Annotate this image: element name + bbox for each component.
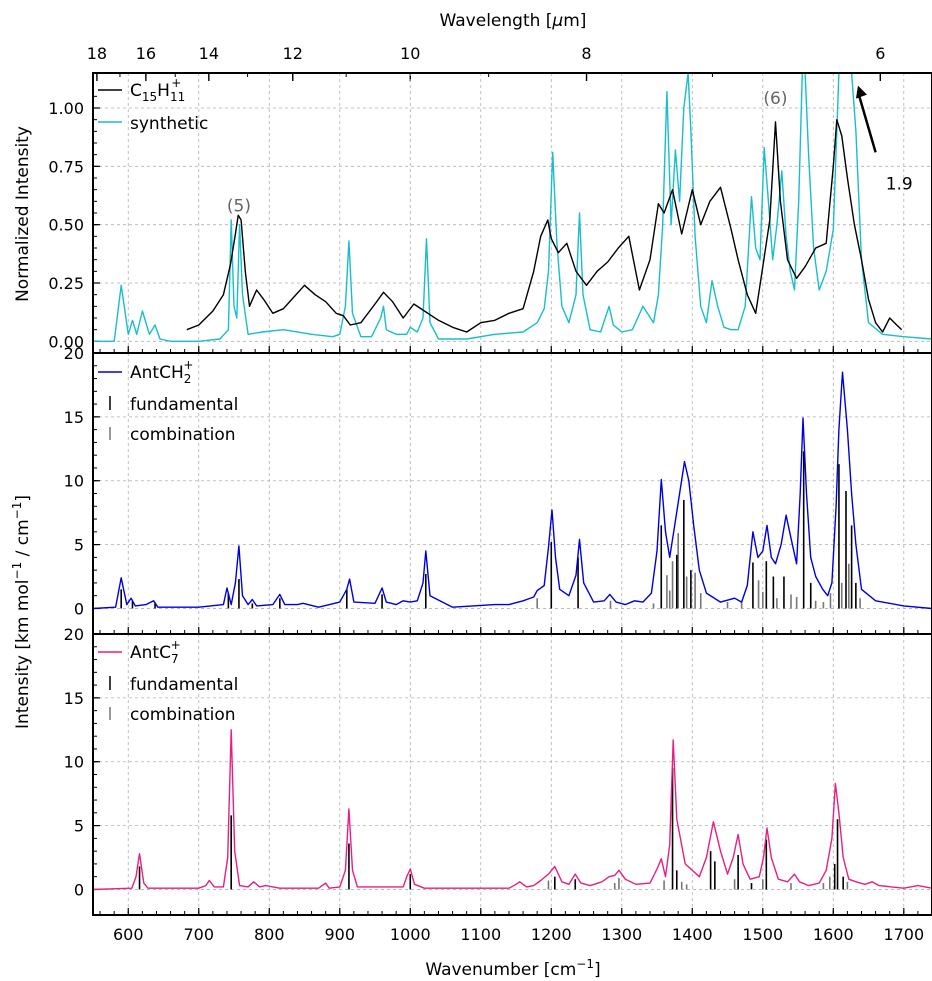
y-tick-label: 20 xyxy=(64,625,84,644)
x-tick-label: 1700 xyxy=(883,925,924,944)
top-tick-label: 6 xyxy=(875,44,885,63)
top-y-axis-label: Normalized Intensity xyxy=(13,126,33,302)
series-line-antc7 xyxy=(93,729,932,891)
y-tick-label: 10 xyxy=(64,472,84,491)
legend-label-synthetic: synthetic xyxy=(130,114,208,134)
top-axis-title: Wavelength [μm] xyxy=(440,11,587,31)
x-tick-label: 600 xyxy=(113,925,144,944)
plot-area-top xyxy=(93,73,932,342)
annotation-label: (5) xyxy=(227,196,251,216)
x-axis-label: Wavenumber [cm−1] xyxy=(425,957,600,980)
legend-label-combination-mid: combination xyxy=(130,425,236,445)
legend-label-antch2: AntCH2+ xyxy=(130,358,193,386)
legend-middle: AntCH2+ fundamental combination xyxy=(98,358,238,445)
x-tick-label: 1600 xyxy=(813,925,854,944)
series-line-antch2 xyxy=(93,371,932,610)
annotation-arrowhead xyxy=(855,85,867,99)
y-tick-label: 5 xyxy=(74,536,84,555)
y-tick-label: 15 xyxy=(64,689,84,708)
top-tick-label: 16 xyxy=(136,44,156,63)
top-tick-label: 12 xyxy=(283,44,303,63)
annotation-label: (6) xyxy=(763,89,787,109)
series-line-c15h11 xyxy=(186,118,903,333)
x-tick-label: 1200 xyxy=(531,925,572,944)
x-tick-label: 800 xyxy=(254,925,285,944)
top-tick-label: 14 xyxy=(199,44,219,63)
annotation-label: 1.9 xyxy=(886,174,913,194)
plot-area-middle xyxy=(93,371,932,610)
y-tick-label: 0.50 xyxy=(48,216,84,235)
y-tick-label: 0 xyxy=(74,880,84,899)
y-tick-label: 10 xyxy=(64,753,84,772)
plot-area-bottom xyxy=(93,729,932,891)
y-tick-label: 0.75 xyxy=(48,157,84,176)
legend-top: C15H11+ synthetic xyxy=(98,76,208,134)
top-axis-ticks: 18 16 14 12 10 8 6 xyxy=(87,44,885,81)
y-tick-label: 5 xyxy=(74,817,84,836)
legend-bottom: AntC7+ fundamental combination xyxy=(98,638,238,725)
panel-bottom: 0 5 10 15 20 600 700 800 900 1000 1100 1200 1300 1400… xyxy=(64,625,932,944)
y-tick-label: 0.00 xyxy=(48,332,84,351)
x-tick-label: 1400 xyxy=(672,925,713,944)
x-tick-label: 1300 xyxy=(601,925,642,944)
panel-frame xyxy=(92,633,932,916)
y-tick-label: 0.25 xyxy=(48,274,84,293)
x-tick-label: 900 xyxy=(324,925,355,944)
panel-frame xyxy=(92,72,932,354)
x-tick-label: 700 xyxy=(183,925,214,944)
series-line-synthetic xyxy=(93,73,932,342)
y-tick-label: 20 xyxy=(64,344,84,363)
x-tick-label: 1000 xyxy=(390,925,431,944)
y-tick-label: 15 xyxy=(64,408,84,427)
legend-label-antc7: AntC7+ xyxy=(130,638,181,666)
x-tick-label: 1500 xyxy=(742,925,783,944)
legend-label-fundamental-mid: fundamental xyxy=(130,395,238,415)
x-tick-label: 1100 xyxy=(460,925,501,944)
y-tick-label: 0 xyxy=(74,599,84,618)
shared-y-axis-label: Intensity [km mol−1 / cm−1] xyxy=(10,495,33,729)
annotation-arrow xyxy=(856,91,877,153)
legend-label-fundamental-bot: fundamental xyxy=(130,675,238,695)
y-tick-label: 1.00 xyxy=(48,99,84,118)
top-tick-label: 10 xyxy=(400,44,420,63)
legend-label-c15h11: C15H11+ xyxy=(130,76,185,104)
top-tick-label: 8 xyxy=(581,44,591,63)
legend-label-combination-bot: combination xyxy=(130,705,236,725)
top-tick-label: 18 xyxy=(87,44,107,63)
panel-middle: 0 5 10 15 20 xyxy=(64,344,932,635)
